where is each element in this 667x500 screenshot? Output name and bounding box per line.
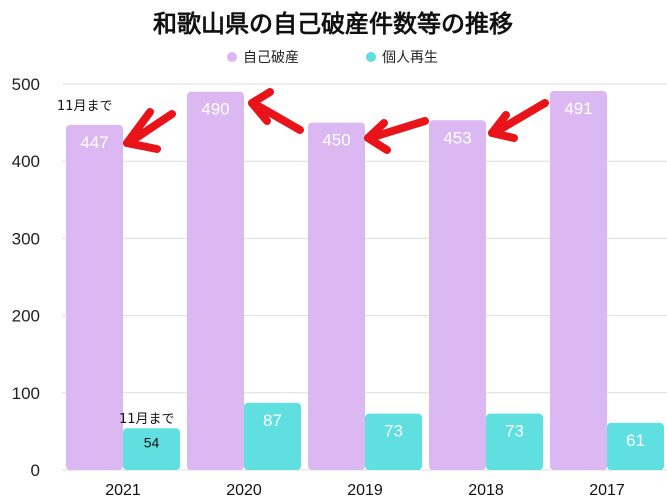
- arrow-to-2018: [488, 99, 549, 142]
- y-tick-label: 300: [12, 229, 40, 248]
- bar-bankruptcy-2018: [429, 120, 486, 470]
- x-axis-ticks: 2021 2020 2019 2018 2017: [105, 482, 625, 499]
- arrow-shaft: [490, 99, 549, 137]
- legend-swatch-rehab: [366, 52, 376, 62]
- legend-label-rehab: 個人再生: [382, 50, 438, 66]
- value-label-rehab-2019: 73: [384, 422, 403, 441]
- arrow-head: [123, 139, 161, 153]
- value-label-bankruptcy-2020: 490: [201, 100, 229, 119]
- x-tick-label: 2021: [105, 482, 141, 499]
- arrow-head: [364, 134, 391, 154]
- x-tick-label: 2017: [589, 482, 625, 499]
- arrow-head: [248, 99, 271, 125]
- arrow-to-2021: [123, 108, 176, 153]
- arrow-head: [123, 108, 154, 147]
- y-axis-ticks: 0 100 200 300 400 500: [12, 75, 40, 480]
- value-labels: 447 54 490 87 450 73 453 73 491 61: [80, 99, 645, 450]
- bar-bankruptcy-2021: [66, 124, 123, 470]
- bar-rehab-2019: [365, 413, 422, 470]
- y-tick-label: 0: [31, 461, 40, 480]
- y-tick-label: 500: [12, 75, 40, 94]
- value-label-bankruptcy-2018: 453: [443, 128, 471, 147]
- bar-bankruptcy-2020: [187, 91, 244, 470]
- value-label-rehab-2018: 73: [505, 422, 524, 441]
- value-label-rehab-2020: 87: [263, 411, 282, 430]
- bar-rehab-2017: [607, 422, 664, 470]
- arrow-to-2019: [364, 117, 429, 154]
- legend-swatch-bankruptcy: [227, 52, 237, 62]
- bar-rehab-2020: [244, 402, 301, 470]
- bar-rehab-2021: [123, 428, 180, 470]
- y-tick-label: 400: [12, 152, 40, 171]
- value-label-bankruptcy-2021: 447: [80, 133, 108, 152]
- value-label-rehab-2021: 54: [144, 434, 160, 450]
- value-label-bankruptcy-2017: 491: [564, 99, 592, 118]
- legend-label-bankruptcy: 自己破産: [243, 50, 299, 66]
- x-tick-label: 2018: [468, 482, 504, 499]
- bar-bankruptcy-2017: [550, 90, 607, 470]
- bars: [66, 90, 664, 470]
- red-arrows: [123, 88, 549, 154]
- arrow-shaft: [126, 110, 176, 146]
- value-label-bankruptcy-2019: 450: [322, 131, 350, 150]
- value-label-rehab-2017: 61: [626, 431, 645, 450]
- y-tick-label: 100: [12, 384, 40, 403]
- bar-bankruptcy-2019: [308, 122, 365, 470]
- arrow-shaft: [366, 117, 429, 142]
- legend: 自己破産 個人再生: [227, 50, 438, 66]
- arrow-to-2020: [248, 88, 304, 134]
- arrow-head: [488, 129, 518, 142]
- chart-title: 和歌山県の自己破産件数等の推移: [153, 10, 513, 38]
- bar-rehab-2018: [486, 413, 543, 470]
- x-tick-label: 2020: [226, 482, 262, 499]
- annotation-bankruptcy-2021: 11月まで: [57, 99, 113, 114]
- y-tick-label: 200: [12, 307, 40, 326]
- annotation-rehab-2021: 11月まで: [119, 412, 175, 427]
- x-tick-label: 2019: [347, 482, 383, 499]
